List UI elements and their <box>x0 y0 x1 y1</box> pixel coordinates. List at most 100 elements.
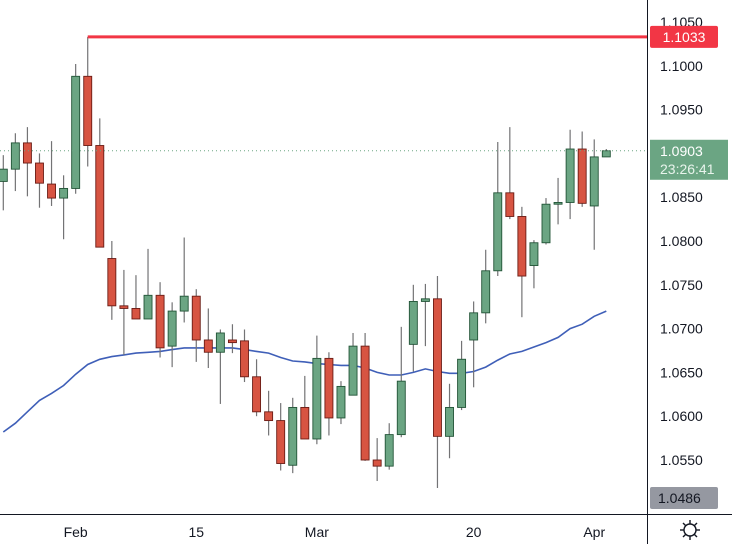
candle-body <box>505 192 515 217</box>
candle-body <box>95 145 105 248</box>
candle <box>191 289 201 362</box>
candle <box>469 301 479 388</box>
candle <box>83 36 93 167</box>
candle-body <box>288 406 298 466</box>
candle <box>203 308 213 369</box>
candle <box>493 142 503 277</box>
time-tick-label: Mar <box>305 524 329 540</box>
price-tick-label: 1.0700 <box>660 321 703 337</box>
candle <box>95 118 105 248</box>
candle <box>71 64 81 194</box>
candle <box>505 127 515 220</box>
price-tick-label: 1.1000 <box>660 58 703 74</box>
candle <box>215 329 225 404</box>
candle-body <box>155 294 165 349</box>
candle <box>47 141 56 206</box>
low-price-badge <box>650 487 718 509</box>
candle-body <box>264 411 274 422</box>
bar-countdown: 23:26:41 <box>660 161 715 177</box>
candle-body <box>445 406 454 437</box>
candle-body <box>22 142 32 164</box>
candle-body <box>252 376 262 413</box>
time-tick-label: 20 <box>466 524 482 540</box>
candle <box>396 326 406 438</box>
candle <box>589 139 599 250</box>
price-tick-label: 1.0600 <box>660 408 703 424</box>
candle <box>276 403 286 471</box>
overlay: 1.1033 1.0903 23:26:41 1.0486 <box>0 25 728 540</box>
candle-body <box>107 258 117 307</box>
candle-body <box>601 150 611 158</box>
candle-body <box>469 312 479 341</box>
candle-body <box>83 75 93 146</box>
candle <box>143 248 153 320</box>
candle-layer <box>0 36 611 489</box>
price-tick-label: 1.0650 <box>660 364 703 380</box>
moving-average-layer <box>2 310 607 433</box>
candle-body <box>35 162 44 184</box>
candle-body <box>457 358 467 408</box>
candle <box>577 131 587 207</box>
candle-body <box>0 168 8 182</box>
candle-body <box>131 308 141 320</box>
candle <box>22 127 32 197</box>
moving-average-line <box>2 310 607 433</box>
last-price-label: 1.0903 23:26:41 <box>650 139 728 180</box>
candle-body <box>396 380 406 436</box>
candle <box>553 177 563 225</box>
candle-body <box>167 310 177 347</box>
candle <box>433 276 442 489</box>
candle-body <box>577 148 587 204</box>
candle-body <box>360 345 370 461</box>
candle <box>10 133 20 192</box>
candle <box>324 352 334 436</box>
candle <box>541 198 551 245</box>
candle-body <box>372 459 382 467</box>
candle <box>155 282 165 358</box>
candle-body <box>517 216 527 277</box>
candle <box>445 383 454 459</box>
candle-body <box>300 406 310 440</box>
candle <box>59 175 69 240</box>
candle <box>227 324 237 354</box>
candle <box>408 284 418 372</box>
candle <box>565 129 575 220</box>
time-tick-label: 15 <box>188 524 204 540</box>
candle <box>360 332 370 461</box>
candle-body <box>179 295 189 312</box>
high-price-text: 1.1033 <box>663 29 706 45</box>
price-tick-label: 1.0950 <box>660 102 703 118</box>
candle <box>167 302 177 368</box>
candle-body <box>59 187 69 199</box>
candle-body <box>47 183 56 199</box>
candle <box>288 397 298 474</box>
candle-body <box>589 156 599 207</box>
candle <box>372 438 382 482</box>
price-tick-label: 1.0800 <box>660 233 703 249</box>
candle <box>119 269 129 355</box>
candle-body <box>143 294 153 320</box>
candle <box>336 381 346 425</box>
candle <box>420 283 430 347</box>
candle <box>0 155 8 211</box>
last-price-badge <box>650 139 728 180</box>
candle <box>131 275 141 320</box>
last-price-text: 1.0903 <box>660 143 703 159</box>
candle <box>179 237 189 323</box>
candle <box>384 423 394 470</box>
candle <box>457 340 467 411</box>
time-tick-label: Feb <box>64 524 88 540</box>
candle <box>517 206 527 318</box>
high-price-label: 1.1033 <box>650 25 718 48</box>
candle-body <box>348 345 358 396</box>
candle-body <box>203 339 213 353</box>
candle <box>529 240 539 289</box>
tick-labels: 1.10501.10001.09501.08501.08001.07501.07… <box>64 14 703 540</box>
candle-body <box>312 357 322 440</box>
candle-body <box>336 385 346 419</box>
candle <box>264 390 274 436</box>
candle-body <box>553 202 563 205</box>
gear-icon[interactable] <box>680 520 700 540</box>
